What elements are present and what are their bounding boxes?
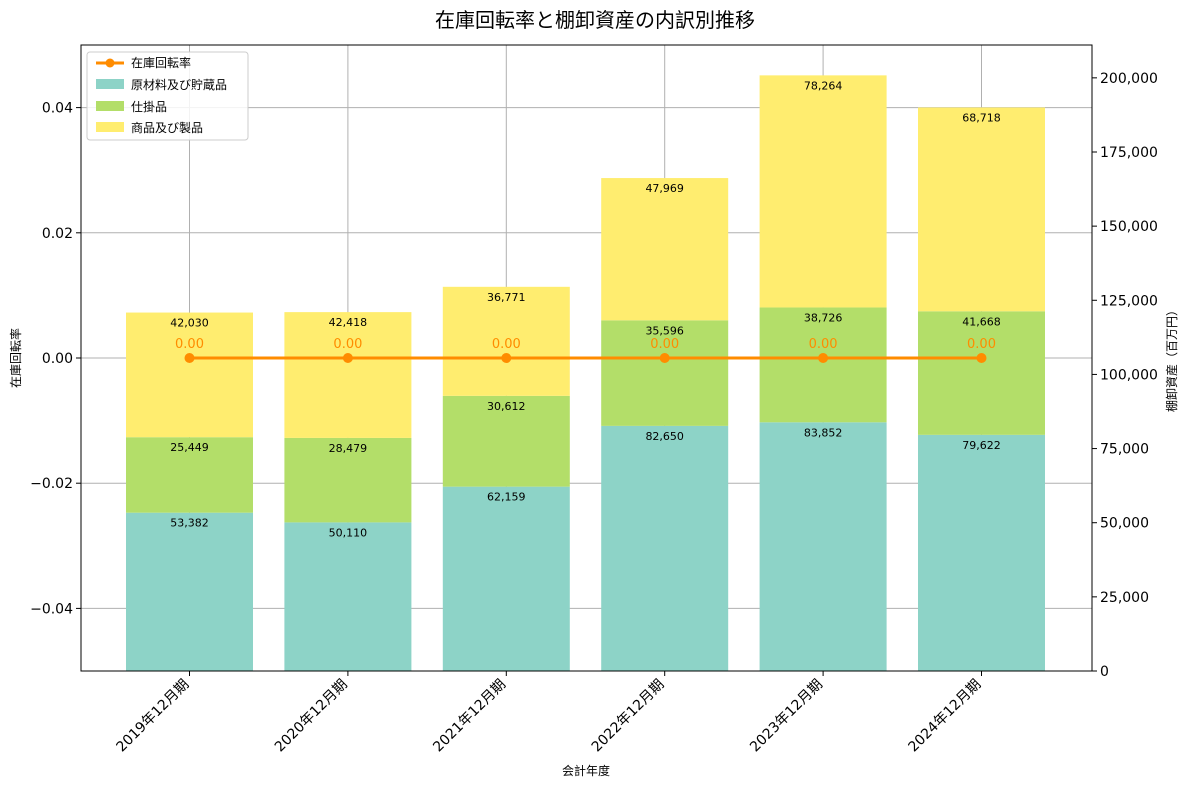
chart-title: 在庫回転率と棚卸資産の内訳別推移 — [435, 8, 755, 32]
turnover-marker — [342, 353, 353, 363]
legend-swatch-wip — [96, 101, 124, 111]
bar-value-label: 50,110 — [329, 526, 368, 539]
turnover-marker — [184, 353, 195, 363]
x-axis-title: 会計年度 — [562, 763, 610, 778]
bar-value-label: 36,771 — [487, 291, 526, 304]
legend-label-products: 商品及び製品 — [131, 120, 203, 135]
bar-value-label: 41,668 — [962, 315, 1001, 328]
turnover-value-label: 0.00 — [175, 337, 204, 352]
bar-value-label: 47,969 — [645, 182, 684, 195]
left-axis: −0.04 −0.02 0.00 0.02 0.04 — [30, 101, 81, 617]
right-tick-label: 125,000 — [1100, 293, 1158, 309]
left-tick-label: −0.02 — [30, 476, 73, 492]
x-tick-label: 2022年12月期 — [589, 677, 668, 756]
left-tick-label: 0.00 — [42, 351, 73, 367]
bar-segment — [442, 395, 570, 487]
right-tick-label: 200,000 — [1100, 71, 1158, 87]
legend-label-wip: 仕掛品 — [131, 99, 167, 114]
turnover-value-label: 0.00 — [809, 337, 838, 352]
bar-value-label: 38,726 — [804, 311, 843, 324]
bar-segment — [601, 425, 729, 671]
bar-segment — [284, 437, 412, 523]
bar-segment — [284, 522, 412, 671]
bar-segment — [126, 437, 253, 513]
bar-value-label: 82,650 — [645, 430, 684, 443]
bar-value-label: 28,479 — [329, 442, 368, 455]
turnover-value-label: 0.00 — [967, 337, 996, 352]
bar-segment — [759, 75, 887, 308]
right-tick-label: 75,000 — [1100, 442, 1149, 458]
right-axis: 0 25,000 50,000 75,000 100,000 125,000 150,000… — [1092, 71, 1158, 680]
label-layer: 53,382 25,449 42,030 50,110 28,479 42,418 62,1… — [170, 79, 1001, 539]
bar-segment — [759, 422, 887, 671]
right-tick-label: 0 — [1100, 664, 1109, 680]
turnover-marker — [659, 353, 670, 363]
bar-value-label: 62,159 — [487, 491, 526, 504]
bar-value-label: 35,596 — [645, 324, 684, 337]
x-tick-label: 2023年12月期 — [747, 677, 826, 756]
bar-segment — [442, 286, 570, 396]
turnover-marker — [818, 353, 829, 363]
turnover-marker — [501, 353, 512, 363]
x-tick-label: 2021年12月期 — [430, 677, 509, 756]
turnover-value-label: 0.00 — [492, 337, 521, 352]
bar-value-label: 25,449 — [170, 441, 209, 454]
legend-label-turnover: 在庫回転率 — [131, 55, 191, 70]
bar-segment — [918, 434, 1045, 671]
x-tick-label: 2019年12月期 — [114, 677, 193, 756]
bar-segment — [918, 311, 1045, 435]
left-tick-label: −0.04 — [30, 601, 73, 617]
x-tick-label: 2020年12月期 — [272, 677, 351, 756]
x-tick-label: 2024年12月期 — [906, 677, 985, 756]
left-axis-title: 在庫回転率 — [8, 328, 23, 388]
turnover-value-label: 0.00 — [333, 337, 362, 352]
bar-value-label: 42,030 — [170, 317, 209, 330]
right-tick-label: 150,000 — [1100, 219, 1158, 235]
bar-value-label: 68,718 — [962, 111, 1001, 124]
legend: 在庫回転率 原材料及び貯蔵品 仕掛品 商品及び製品 — [86, 51, 249, 141]
bar-segment — [284, 312, 412, 438]
legend-swatch-products — [96, 122, 124, 132]
left-tick-label: 0.04 — [42, 101, 73, 117]
bar-value-label: 83,852 — [804, 426, 843, 439]
bar-value-label: 42,418 — [329, 316, 368, 329]
turnover-marker — [976, 353, 987, 363]
bar-value-label: 78,264 — [804, 79, 843, 92]
bar-segment — [442, 486, 570, 671]
bar-value-label: 30,612 — [487, 400, 526, 413]
left-tick-label: 0.02 — [42, 226, 73, 242]
bar-segment — [918, 107, 1045, 312]
bar-segment — [601, 178, 729, 321]
right-tick-label: 100,000 — [1100, 367, 1158, 383]
right-tick-label: 175,000 — [1100, 145, 1158, 161]
right-tick-label: 25,000 — [1100, 590, 1149, 606]
bar-layer — [126, 75, 1045, 671]
bar-segment — [126, 512, 253, 671]
bar-value-label: 79,622 — [962, 439, 1001, 452]
bar-segment — [126, 312, 253, 438]
turnover-value-label: 0.00 — [650, 337, 679, 352]
x-axis: 2019年12月期 2020年12月期 2021年12月期 2022年12月期 2023… — [114, 671, 985, 756]
legend-line-marker — [105, 58, 115, 68]
legend-box — [86, 51, 249, 141]
bar-segment — [601, 320, 729, 426]
bar-value-label: 53,382 — [170, 517, 209, 530]
legend-label-raw-materials: 原材料及び貯蔵品 — [131, 78, 227, 92]
legend-swatch-raw-materials — [96, 79, 124, 89]
line-layer: 0.00 0.00 0.00 0.00 0.00 0.00 — [175, 337, 996, 363]
bar-segment — [759, 307, 887, 423]
right-tick-label: 50,000 — [1100, 516, 1149, 532]
right-axis-title: 棚卸資産（百万円） — [1164, 304, 1179, 412]
